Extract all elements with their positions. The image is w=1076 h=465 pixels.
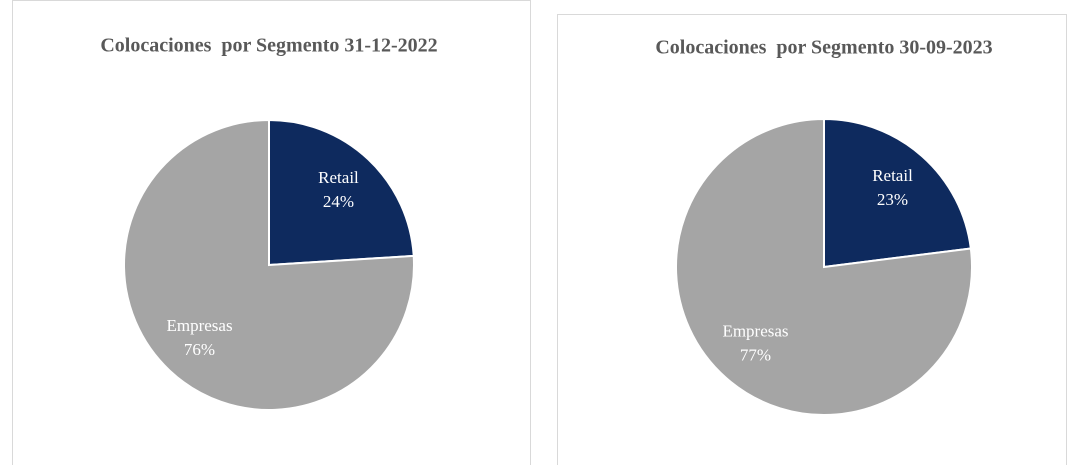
panel [12, 0, 531, 465]
value-label: 23% [877, 190, 908, 209]
chart-title: Colocaciones por Segmento 31-12-2022 [100, 35, 437, 57]
slice-label: Retail [872, 166, 913, 185]
value-label: 77% [740, 346, 771, 365]
value-label: 76% [184, 340, 215, 359]
pie-slice [123, 118, 415, 411]
slice-label: Empresas [166, 316, 232, 335]
panel [557, 14, 1067, 465]
pie-slice [268, 118, 415, 267]
pie-slice [675, 117, 973, 416]
chart-title: Colocaciones por Segmento 30-09-2023 [655, 37, 992, 59]
value-label: 24% [323, 192, 354, 211]
pie-slice [823, 117, 972, 269]
slice-label: Empresas [722, 322, 788, 341]
slice-label: Retail [318, 168, 359, 187]
